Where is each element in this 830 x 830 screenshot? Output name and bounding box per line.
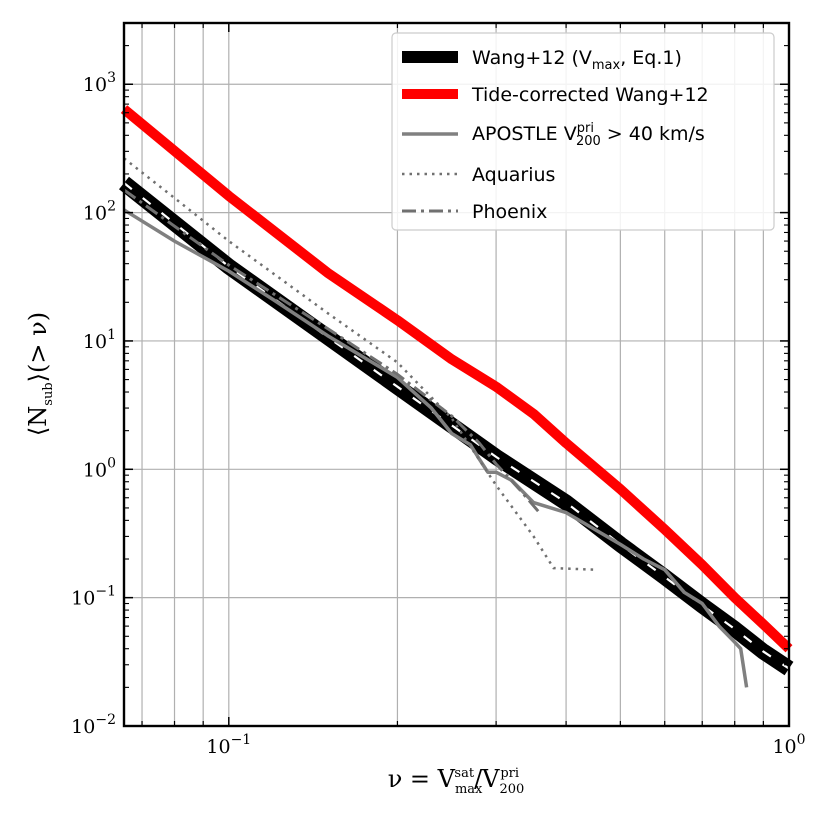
y-tick-label-base: 10: [83, 459, 107, 481]
y-tick-label-base: 10: [83, 203, 107, 225]
y-tick-label-exponent: −2: [95, 712, 116, 728]
y-tick-label: 10−2: [71, 712, 116, 738]
series-line-aquarius: [123, 157, 595, 571]
ylabel-open: ⟨N: [24, 406, 52, 436]
y-axis-label: ⟨Nsub⟩(> ν): [24, 312, 56, 436]
legend-label-tide: Tide-corrected Wang+12: [471, 84, 709, 106]
legend-label-phoenix: Phoenix: [472, 201, 547, 223]
legend-apostle-text: APOSTLE V: [472, 123, 577, 145]
y-tick-label: 101: [83, 327, 116, 353]
plot-frame: [122, 21, 791, 728]
series-line-wang-12-dash: [123, 182, 790, 670]
y-tick-label-base: 10: [71, 716, 95, 738]
legend-apostle-sub: 200: [576, 134, 601, 149]
x-tick-label-base: 10: [772, 736, 796, 758]
legend-item-wang: Wang+12 (Vmax, Eq.1): [402, 47, 682, 73]
y-tick-label-exponent: 1: [107, 327, 116, 343]
legend-item-apostle: APOSTLE Vpri 200 > 40 km/s: [402, 121, 705, 149]
legend-box: [391, 32, 775, 231]
x-axis-label: ν = Vmaxsat/V200pri: [388, 765, 525, 797]
y-tick-label-exponent: 0: [107, 455, 116, 471]
legend-label-wang: Wang+12 (Vmax, Eq.1): [472, 47, 682, 73]
xlabel-sup1: sat: [454, 766, 474, 781]
legend: Wang+12 (Vmax, Eq.1) Tide-corrected Wang…: [391, 32, 775, 231]
xlabel-sub2: 200: [499, 782, 524, 797]
legend-item-phoenix: Phoenix: [402, 201, 547, 223]
series-line-phoenix: [123, 188, 542, 515]
legend-item-tide: Tide-corrected Wang+12: [402, 84, 709, 106]
y-tick-label-base: 10: [83, 331, 107, 353]
legend-apostle-tail: > 40 km/s: [601, 123, 705, 145]
y-tick-label: 100: [83, 455, 116, 481]
xlabel-sub1: max: [455, 782, 483, 797]
legend-label-apostle: APOSTLE Vpri 200 > 40 km/s: [472, 121, 705, 149]
y-tick-label: 102: [83, 199, 116, 225]
ylabel-sub: sub: [41, 382, 56, 405]
series-line-tide-corrected-wang-12: [120, 105, 793, 653]
y-tick-label-exponent: −1: [95, 584, 116, 600]
x-tick-label-exponent: 0: [797, 732, 806, 748]
y-tick-label-exponent: 2: [107, 199, 116, 215]
x-tick-label: 10−1: [206, 732, 251, 758]
xlabel-slash: /V: [474, 765, 500, 793]
x-tick-label: 100: [772, 732, 805, 758]
x-tick-label-exponent: −1: [231, 732, 252, 748]
legend-apostle-sup: pri: [577, 121, 594, 136]
ylabel-close: ⟩(> ν): [24, 312, 52, 382]
legend-wang-sub: max: [592, 58, 621, 73]
y-tick-label-base: 10: [83, 74, 107, 96]
legend-item-aquarius: Aquarius: [402, 164, 555, 186]
y-tick-label: 103: [83, 70, 116, 96]
x-tick-label-base: 10: [206, 736, 230, 758]
series-layer: [119, 105, 794, 688]
xlabel-lhs: ν = V: [388, 765, 456, 793]
xlabel-sup2: pri: [500, 766, 519, 781]
y-tick-label-exponent: 3: [107, 70, 116, 86]
legend-wang-tail: , Eq.1): [620, 47, 682, 69]
legend-wang-text: Wang+12 (V: [472, 47, 592, 69]
y-tick-label: 10−1: [71, 584, 116, 610]
legend-label-aquarius: Aquarius: [472, 164, 555, 186]
y-tick-label-base: 10: [71, 588, 95, 610]
